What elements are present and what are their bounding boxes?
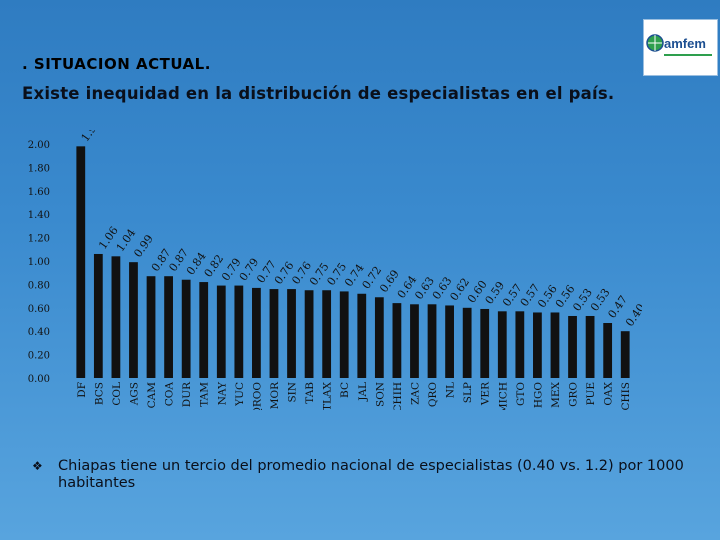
x-tick-label: GTO: [515, 382, 527, 406]
bar-chih: [392, 303, 402, 378]
bar-gto: [515, 311, 525, 378]
bar-nay: [216, 285, 226, 378]
x-tick-label: SLP: [462, 382, 474, 403]
bar-nl: [445, 305, 454, 378]
x-tick-label: VER: [480, 381, 492, 406]
x-tick-label: QRO: [427, 382, 439, 408]
x-tick-label: CAM: [146, 382, 158, 409]
bar-zac: [410, 304, 419, 378]
bar-ags: [129, 262, 138, 378]
x-tick-label: CHIS: [620, 382, 632, 410]
bar-bc: [339, 291, 349, 378]
x-tick-label: COA: [164, 382, 176, 407]
x-tick-label: GRO: [568, 382, 580, 407]
y-tick-label: 1.80: [28, 163, 50, 174]
x-tick-label: DUR: [181, 381, 193, 407]
x-tick-label: MOR: [269, 381, 281, 409]
x-tick-label: BCS: [93, 382, 105, 405]
x-tick-label: COL: [111, 382, 123, 406]
x-tick-label: NAY: [216, 381, 228, 405]
bar-tam: [199, 282, 209, 378]
logo-text: amfem: [664, 36, 706, 51]
x-tick-label: DF: [76, 382, 88, 398]
bar-qro: [427, 304, 437, 378]
bar-mor: [269, 289, 279, 378]
logo-underline: [664, 54, 712, 56]
bar-sin: [287, 289, 296, 378]
y-tick-label: 1.00: [28, 257, 50, 268]
x-tick-label: PUE: [585, 382, 597, 405]
bar-tab: [304, 290, 314, 378]
x-tick-label: NL: [445, 382, 457, 398]
x-tick-label: SON: [374, 382, 386, 407]
bar-mex: [550, 312, 560, 378]
slide-subtitle: Existe inequidad en la distribución de e…: [22, 84, 615, 103]
bar-jal: [357, 293, 367, 378]
x-tick-label: HGO: [532, 382, 544, 409]
y-tick-label: 1.20: [28, 234, 50, 245]
y-tick-label: 0.80: [28, 280, 50, 291]
y-tick-label: 0.60: [28, 304, 50, 315]
x-tick-label: AGS: [128, 382, 140, 406]
y-tick-label: 1.40: [28, 210, 50, 221]
bar-coa: [164, 276, 173, 378]
bar-chart: 0.00 0.20 0.40 0.60 0.80 1.00 1.20 1.40 1.60 1.80…: [22, 117, 648, 416]
x-tick-label: TAB: [304, 382, 316, 404]
bar-qroo: [252, 287, 261, 378]
slide-title: . SITUACION ACTUAL.: [22, 55, 211, 73]
y-tick-label: 2.00: [28, 140, 50, 151]
bar-tlax: [322, 290, 332, 378]
x-tick-label: SIN: [287, 382, 299, 403]
bar-gro: [568, 315, 577, 378]
bar-df: [76, 146, 86, 378]
x-tick-label: MEX: [550, 381, 562, 407]
bar-dur: [181, 279, 191, 378]
bar-mich: [497, 311, 507, 378]
y-tick-label: 1.60: [28, 187, 50, 198]
footnote-text: Chiapas tiene un tercio del promedio nac…: [58, 458, 684, 491]
x-tick-label: CHIH: [392, 382, 404, 410]
x-tick-label: TAM: [199, 382, 211, 407]
x-tick-label: BC: [339, 382, 351, 398]
amfem-logo: amfem: [643, 19, 718, 76]
bar-oax: [603, 323, 613, 378]
x-tick-label: JAL: [357, 382, 369, 402]
x-tick-label: MICH: [497, 382, 509, 410]
x-tick-label: OAX: [603, 381, 615, 405]
globe-icon: [646, 34, 664, 52]
bar-chis: [620, 331, 630, 378]
bar-bcs: [93, 253, 103, 378]
bar-hgo: [533, 312, 542, 378]
bar-yuc: [234, 285, 244, 378]
bar-cam: [146, 276, 156, 378]
x-tick-label: QROO: [251, 382, 263, 410]
x-tick-label: TLAX: [322, 381, 334, 410]
bar-ver: [480, 308, 490, 378]
y-tick-label: 0.20: [28, 351, 50, 362]
x-tick-label: ZAC: [409, 382, 421, 405]
x-tick-label: YUC: [234, 382, 246, 407]
bar-chart-svg: 0.00 0.20 0.40 0.60 0.80 1.00 1.20 1.40 1.60 1.80…: [28, 117, 648, 416]
bar-son: [374, 297, 384, 378]
y-tick-label: 0.00: [28, 374, 50, 385]
y-tick-label: 0.40: [28, 327, 50, 338]
bar-col: [111, 256, 121, 378]
data-label: 1.98: [79, 130, 104, 144]
diamond-bullet-icon: ❖: [32, 459, 43, 473]
bar-slp: [462, 307, 472, 378]
bar-pue: [585, 315, 595, 378]
